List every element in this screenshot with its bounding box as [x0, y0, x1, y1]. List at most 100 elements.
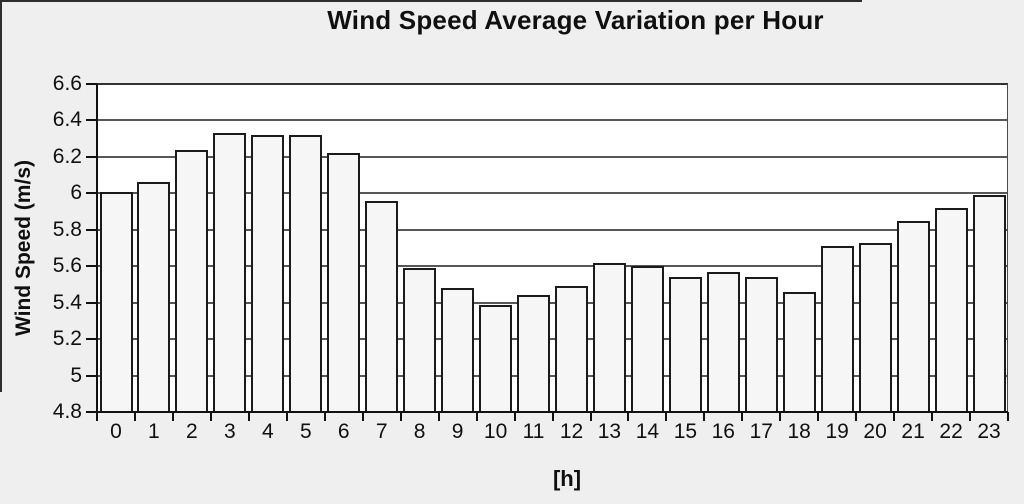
gridline [97, 192, 1008, 194]
y-tick-label: 5.4 [52, 290, 82, 314]
bar-hour-11 [517, 295, 550, 412]
plot-area [97, 84, 1008, 412]
bar-hour-9 [441, 288, 475, 412]
x-tick [134, 412, 136, 421]
y-tick [86, 192, 97, 194]
y-tick [86, 83, 97, 85]
x-tick [551, 412, 554, 421]
x-tick [96, 412, 98, 421]
x-tick [893, 412, 896, 421]
x-tick [1007, 412, 1009, 421]
x-tick-label: 11 [522, 420, 545, 443]
x-tick [209, 412, 212, 421]
bar-hour-5 [289, 135, 323, 412]
y-tick [86, 229, 97, 231]
x-tick-label: 6 [337, 420, 350, 443]
bar-hour-0 [99, 191, 133, 412]
y-tick [86, 411, 97, 413]
y-tick-label: 6.2 [52, 144, 82, 168]
bar-hour-15 [668, 277, 702, 412]
y-tick [86, 375, 97, 377]
x-tick [513, 412, 516, 421]
gridline [97, 265, 1008, 267]
x-tick [741, 412, 744, 421]
bar-hour-7 [365, 200, 399, 412]
x-tick [437, 412, 440, 421]
x-tick-label: 23 [977, 420, 1001, 443]
bar-hour-22 [934, 207, 968, 412]
bar-hour-20 [858, 242, 892, 412]
bar-hour-23 [972, 195, 1006, 412]
x-tick-label: 2 [186, 420, 198, 443]
x-tick [247, 412, 250, 421]
x-axis-line [94, 411, 1008, 413]
x-tick-label: 14 [635, 420, 660, 443]
x-tick-label: 20 [863, 420, 887, 443]
bar-hour-10 [479, 304, 513, 412]
bar-hour-14 [630, 266, 664, 412]
gridline [97, 302, 1008, 304]
y-axis-line [96, 84, 98, 421]
x-tick-label: 10 [483, 420, 508, 443]
bar-hour-4 [251, 135, 285, 412]
chart-title: Wind Speed Average Variation per Hour [327, 5, 824, 35]
x-tick [855, 412, 858, 421]
plot-right-frame [1007, 84, 1008, 412]
bar-hour-3 [213, 133, 247, 412]
y-tick-label: 6 [70, 181, 82, 205]
x-tick-label: 21 [901, 420, 925, 443]
x-tick-label: 1 [148, 420, 160, 443]
gridline [97, 83, 1008, 85]
y-tick-label: 5.6 [52, 254, 82, 278]
x-tick-label: 16 [711, 420, 735, 443]
x-tick-label: 8 [413, 420, 426, 443]
bar-hour-16 [706, 271, 740, 412]
x-tick [817, 412, 820, 421]
x-tick-label: 7 [375, 420, 388, 443]
x-tick-label: 3 [224, 420, 236, 443]
x-tick-label: 17 [749, 420, 773, 443]
x-axis-title: [h] [552, 466, 582, 491]
gridline [97, 229, 1008, 231]
bar-hour-1 [137, 182, 171, 412]
y-tick-label: 6.4 [52, 108, 82, 132]
x-tick [285, 412, 288, 421]
scan-artifact-left-border [0, 0, 2, 392]
bar-hour-21 [896, 220, 930, 412]
y-tick-label: 5 [70, 363, 82, 387]
y-tick-label: 4.8 [52, 400, 82, 423]
gridline [97, 156, 1008, 158]
x-tick-label: 22 [939, 420, 963, 443]
y-tick [86, 156, 97, 158]
gridline [97, 375, 1008, 377]
bar-hour-8 [403, 268, 437, 412]
y-tick-label: 5.8 [52, 217, 82, 241]
x-tick-label: 4 [261, 420, 274, 443]
scan-artifact-top-border [0, 0, 862, 2]
x-tick-label: 15 [673, 420, 698, 443]
bar-hour-19 [820, 246, 854, 412]
y-tick-label: 5.2 [52, 327, 82, 351]
gridline [97, 119, 1008, 121]
x-tick-label: 9 [451, 420, 464, 443]
x-tick [171, 412, 174, 421]
x-tick-label: 0 [110, 420, 122, 443]
bar-hour-6 [327, 153, 361, 412]
x-tick-label: 12 [559, 420, 584, 443]
y-tick [86, 302, 97, 304]
y-tick [86, 265, 97, 267]
x-tick [969, 412, 971, 421]
x-tick-label: 18 [787, 420, 811, 443]
x-tick [627, 412, 630, 421]
x-tick [779, 412, 782, 421]
bar-hour-12 [555, 286, 588, 412]
x-tick-label: 5 [299, 420, 312, 443]
x-tick [931, 412, 934, 421]
y-tick [86, 338, 97, 340]
bar-hour-13 [592, 262, 626, 412]
x-tick [703, 412, 706, 421]
bar-hour-18 [782, 291, 816, 412]
x-tick [589, 412, 592, 421]
x-tick [475, 412, 478, 421]
